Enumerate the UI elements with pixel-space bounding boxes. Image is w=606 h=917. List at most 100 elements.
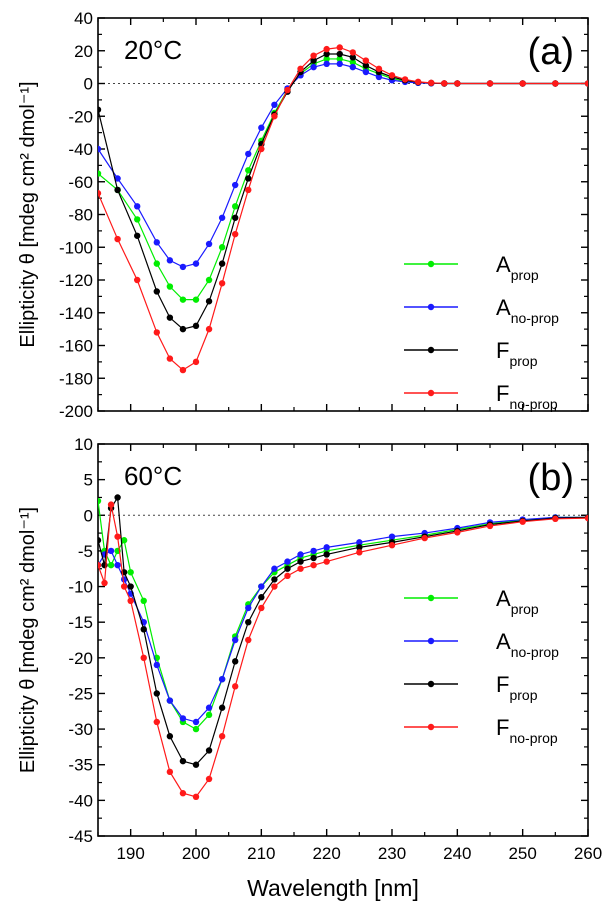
data-point — [98, 537, 102, 544]
panel-label: (b) — [528, 457, 574, 499]
y-tick-label: -160 — [59, 337, 93, 356]
data-point — [428, 79, 435, 87]
data-point — [362, 62, 370, 69]
data-point — [153, 661, 160, 669]
data-point — [218, 244, 226, 251]
data-point — [98, 190, 102, 197]
data-point — [323, 45, 330, 53]
data-point — [192, 296, 200, 303]
data-point — [218, 733, 226, 740]
data-point — [107, 547, 115, 555]
data-point — [310, 561, 317, 569]
data-point — [454, 529, 461, 536]
y-tick-label: -10 — [68, 578, 93, 597]
data-point — [310, 554, 317, 562]
legend-label: Aprop — [496, 252, 539, 283]
data-point — [179, 715, 187, 722]
data-point — [271, 583, 278, 590]
data-point — [179, 366, 187, 374]
y-tick-label: 10 — [74, 435, 93, 454]
data-point — [258, 124, 265, 131]
legend-label: Fno-prop — [496, 381, 558, 412]
legend-item: Ano-prop — [404, 629, 559, 660]
data-point — [205, 747, 213, 754]
temperature-label: 60°C — [124, 461, 182, 491]
data-point — [486, 80, 494, 87]
data-point — [401, 76, 409, 83]
data-point — [127, 583, 134, 590]
data-point — [232, 181, 239, 189]
x-tick-label: 210 — [247, 844, 275, 863]
data-point — [127, 569, 134, 576]
data-point — [519, 518, 526, 525]
data-point — [101, 579, 108, 587]
legend-label: Fno-prop — [496, 715, 558, 746]
legend-item: Fno-prop — [404, 381, 558, 412]
legend-label: Ano-prop — [496, 629, 559, 660]
data-point — [134, 232, 141, 239]
data-point — [153, 260, 160, 267]
data-point — [552, 515, 559, 523]
data-point — [245, 618, 252, 626]
series-line — [98, 63, 588, 268]
y-tick-label: -180 — [59, 369, 93, 388]
data-point — [349, 63, 356, 71]
data-point — [310, 57, 317, 64]
data-point — [388, 542, 396, 549]
data-point — [349, 49, 356, 56]
data-point — [166, 257, 174, 264]
data-point — [179, 263, 187, 271]
data-point — [134, 276, 141, 284]
x-tick-label: 250 — [508, 844, 536, 863]
data-point — [166, 355, 174, 362]
data-point — [336, 55, 343, 63]
data-point — [192, 358, 200, 366]
y-tick-label: -100 — [59, 238, 93, 257]
x-axis-title: Wavelength [nm] — [247, 875, 419, 901]
data-point — [153, 329, 160, 336]
data-point — [166, 733, 174, 740]
data-point — [441, 80, 448, 87]
series-A_prop — [98, 55, 588, 303]
legend-item: Fprop — [404, 338, 538, 369]
y-tick-label: -45 — [68, 827, 93, 846]
data-point — [140, 597, 147, 604]
data-point — [98, 170, 102, 177]
legend: Aprop Ano-prop Fprop Fno-prop — [404, 252, 559, 412]
data-point — [258, 145, 265, 153]
legend-swatch-marker — [427, 303, 435, 311]
data-point — [114, 561, 121, 569]
legend-label: Fprop — [496, 672, 538, 703]
legend-swatch-marker — [427, 637, 435, 645]
data-point — [114, 235, 121, 243]
y-tick-label: -200 — [59, 402, 93, 421]
legend-item: Aprop — [404, 252, 539, 283]
data-point — [388, 533, 396, 540]
data-point — [166, 314, 174, 321]
data-point — [310, 52, 317, 59]
data-point — [218, 260, 226, 267]
data-point — [98, 497, 102, 505]
y-tick-label: -25 — [68, 684, 93, 703]
temperature-label: 20°C — [124, 35, 182, 65]
series-F_no-prop — [98, 44, 588, 374]
y-tick-label: -15 — [68, 613, 93, 632]
x-tick-label: 230 — [378, 844, 406, 863]
data-point — [414, 78, 422, 86]
data-point — [245, 636, 252, 644]
data-point — [271, 101, 278, 108]
data-point — [232, 636, 239, 644]
data-point — [153, 239, 160, 246]
data-point — [486, 522, 494, 530]
data-point — [584, 514, 588, 522]
data-point — [98, 145, 102, 153]
data-point — [205, 711, 213, 719]
x-tick-label: 260 — [574, 844, 602, 863]
data-point — [192, 793, 200, 800]
y-tick-label: 20 — [74, 42, 93, 61]
data-point — [271, 576, 278, 583]
data-point — [114, 186, 121, 194]
data-point — [375, 73, 383, 81]
